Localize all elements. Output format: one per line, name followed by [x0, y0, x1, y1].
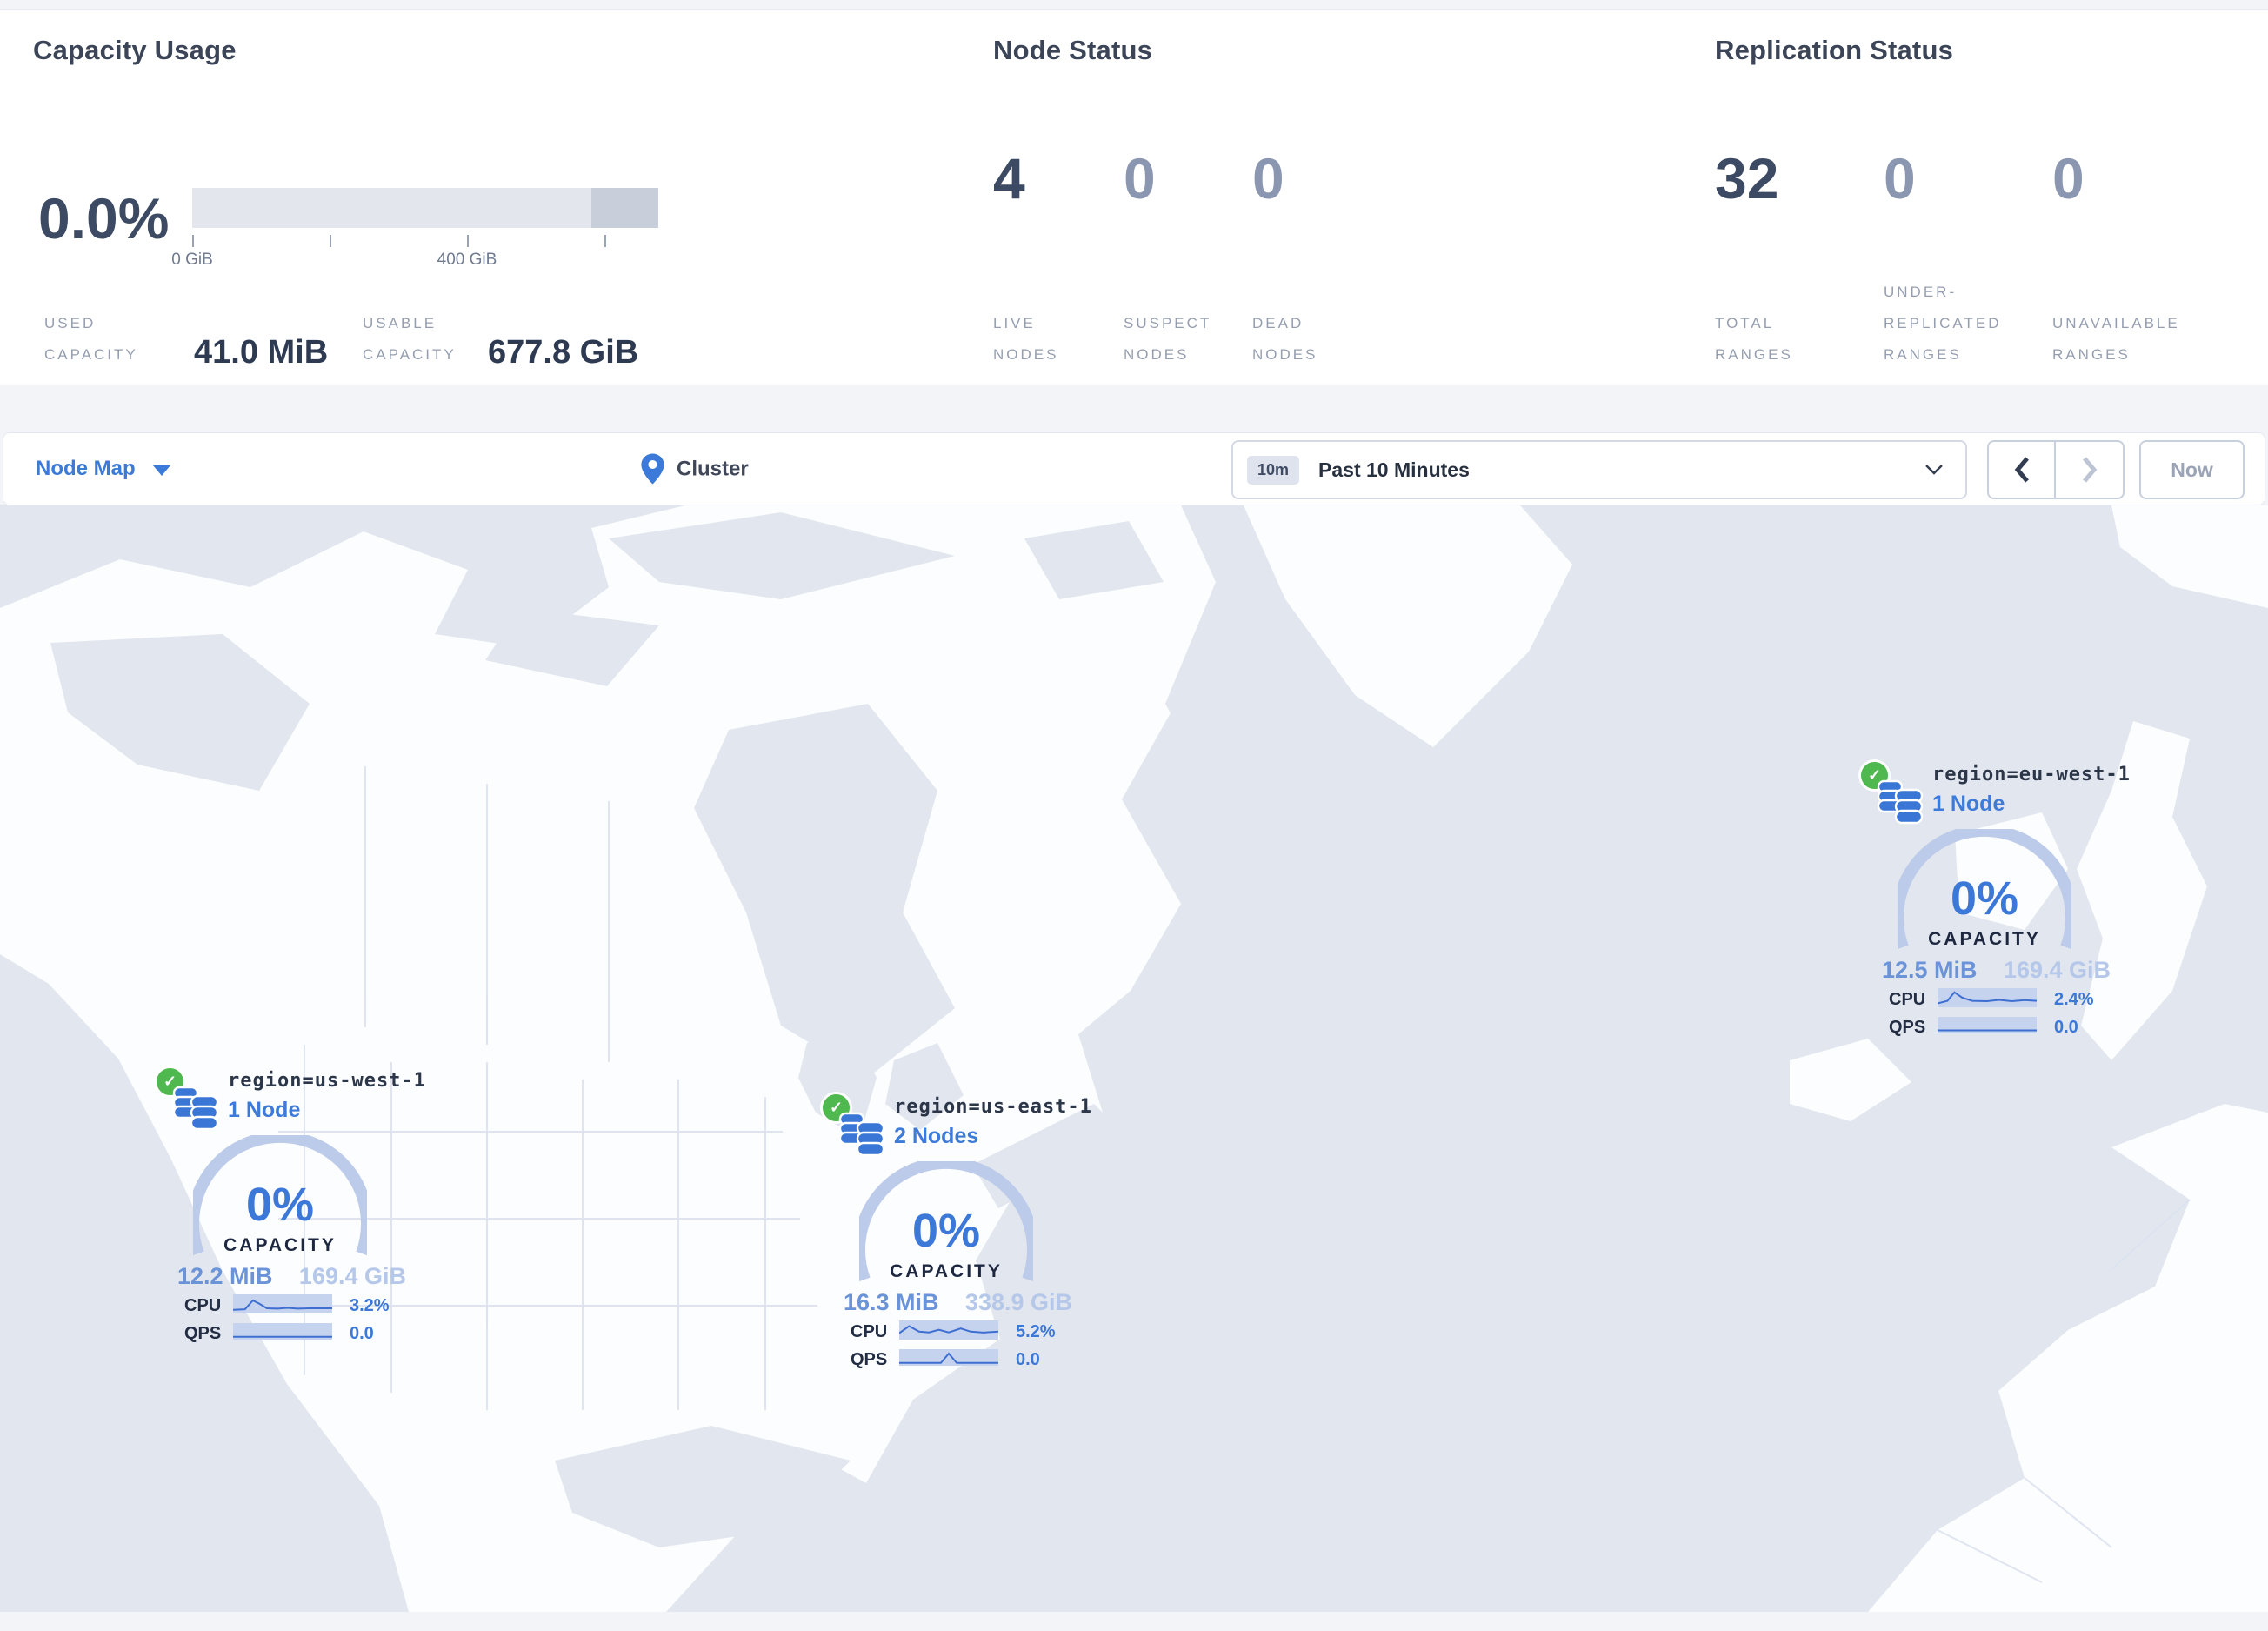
region-capacity-usable-value: 338.9 GiB	[964, 1289, 1072, 1315]
page-footer-strip	[0, 1612, 2268, 1631]
cluster-summary-bar: Capacity Usage 0.0% 0 GiB 400 GiB USED C…	[0, 9, 2268, 385]
region-capacity-percent: 0%	[245, 1179, 315, 1231]
time-window-badge: 10m	[1247, 455, 1300, 485]
breadcrumb-cluster-label: Cluster	[677, 457, 749, 480]
qps-label: QPS	[184, 1324, 222, 1343]
capacity-gauge-arc	[193, 1135, 367, 1256]
region-capacity-used-value: 12.5 MiB	[1882, 957, 1978, 983]
live-nodes-count: 4	[993, 146, 1025, 211]
suspect-nodes-count: 0	[1124, 146, 1156, 211]
next-time-window-button[interactable]	[2056, 442, 2123, 498]
node-map[interactable]: ✓ region=us-west-1 1 Node 0% CAPACITY 12.2 Mi…	[0, 505, 2268, 1612]
database-nodes-icon	[838, 1112, 885, 1157]
unavailable-ranges-count: 0	[2052, 146, 2085, 211]
view-selector-label: Node Map	[36, 457, 136, 480]
region-node-count-link[interactable]: 1 Node	[1932, 792, 2005, 816]
replication-status-title: Replication Status	[1715, 35, 1954, 65]
dead-nodes-label: DEAD NODES	[1252, 315, 1318, 363]
region-capacity-label: CAPACITY	[1928, 929, 2041, 949]
region-name-label: region=us-west-1	[228, 1070, 426, 1092]
usable-capacity-value: 677.8 GiB	[488, 334, 639, 371]
capacity-bar-ticks	[192, 235, 658, 249]
capacity-usage-percent: 0.0%	[38, 186, 170, 251]
used-capacity-value: 41.0 MiB	[194, 334, 329, 371]
region-marker-eu-west-1[interactable]: ✓ region=eu-west-1 1 Node 0% CAPACITY 12.5 Mi…	[1861, 759, 2130, 1054]
capacity-usage-bar	[192, 188, 658, 228]
suspect-nodes-label: SUSPECT NODES	[1124, 315, 1212, 363]
region-capacity-percent: 0%	[911, 1205, 981, 1257]
previous-time-window-button[interactable]	[1989, 442, 2056, 498]
database-nodes-icon	[172, 1086, 219, 1131]
dead-nodes-count: 0	[1252, 146, 1284, 211]
world-map-art	[0, 505, 2268, 1612]
time-window-dropdown[interactable]: 10m Past 10 Minutes	[1231, 440, 1967, 499]
chevron-left-icon	[2014, 457, 2029, 483]
chevron-right-icon	[2082, 457, 2097, 483]
map-toolbar: Node Map Cluster 10m Past 10 Minutes Now	[3, 432, 2265, 505]
region-name-label: region=eu-west-1	[1932, 764, 2131, 785]
capacity-axis-tick-400: 400 GiB	[437, 251, 497, 269]
under-replicated-ranges-label: UNDER- REPLICATED RANGES	[1884, 284, 2002, 363]
qps-label: QPS	[850, 1350, 888, 1369]
view-selector-dropdown[interactable]: Node Map	[36, 457, 170, 481]
region-capacity-usable-value: 169.4 GiB	[298, 1263, 406, 1289]
region-node-count-link[interactable]: 1 Node	[228, 1098, 301, 1122]
capacity-bar-reserved-segment	[591, 188, 658, 228]
region-capacity-used-value: 16.3 MiB	[844, 1289, 939, 1315]
total-ranges-label: TOTAL RANGES	[1715, 315, 1793, 363]
qps-value: 0.0	[1016, 1350, 1040, 1369]
live-nodes-label: LIVE NODES	[993, 315, 1059, 363]
usable-capacity-label: USABLE CAPACITY	[363, 315, 457, 363]
under-replicated-ranges-count: 0	[1884, 146, 1916, 211]
used-capacity-label: USED CAPACITY	[44, 315, 138, 363]
cpu-value: 5.2%	[1016, 1322, 1056, 1341]
qps-sparkline	[899, 1349, 998, 1366]
capacity-usage-title: Capacity Usage	[33, 35, 237, 65]
location-pin-icon	[641, 453, 664, 485]
capacity-axis-tick-0: 0 GiB	[171, 251, 213, 269]
region-marker-us-east-1[interactable]: ✓ region=us-east-1 2 Nodes 0% CAPACITY 16.3 M…	[823, 1091, 1091, 1387]
breadcrumb[interactable]: Cluster	[641, 453, 749, 485]
region-marker-us-west-1[interactable]: ✓ region=us-west-1 1 Node 0% CAPACITY 12.2 Mi…	[157, 1065, 425, 1360]
qps-value: 0.0	[2054, 1018, 2078, 1037]
time-window-label: Past 10 Minutes	[1318, 458, 1470, 481]
cpu-sparkline	[899, 1320, 998, 1340]
database-nodes-icon	[1877, 779, 1924, 825]
cpu-label: CPU	[1889, 990, 1926, 1009]
cpu-value: 3.2%	[350, 1296, 390, 1315]
capacity-gauge-arc	[1898, 829, 2071, 950]
region-capacity-used-value: 12.2 MiB	[177, 1263, 273, 1289]
cpu-label: CPU	[850, 1322, 888, 1341]
cpu-sparkline	[1938, 988, 2037, 1007]
region-capacity-percent: 0%	[1950, 872, 2019, 925]
region-node-count-link[interactable]: 2 Nodes	[894, 1124, 979, 1148]
unavailable-ranges-label: UNAVAILABLE RANGES	[2052, 315, 2180, 363]
now-button[interactable]: Now	[2139, 440, 2245, 499]
qps-sparkline	[233, 1323, 332, 1340]
qps-sparkline	[1938, 1017, 2037, 1033]
region-name-label: region=us-east-1	[894, 1096, 1092, 1118]
capacity-gauge-arc	[859, 1161, 1033, 1282]
qps-label: QPS	[1889, 1018, 1926, 1037]
qps-value: 0.0	[350, 1324, 374, 1343]
cpu-label: CPU	[184, 1296, 222, 1315]
time-window-pager	[1987, 440, 2125, 499]
region-capacity-label: CAPACITY	[890, 1261, 1003, 1281]
dropdown-triangle-icon	[152, 465, 170, 476]
region-capacity-usable-value: 169.4 GiB	[2003, 957, 2111, 983]
node-status-title: Node Status	[993, 35, 1153, 65]
chevron-down-icon	[1925, 465, 1943, 475]
total-ranges-count: 32	[1715, 146, 1779, 211]
cpu-sparkline	[233, 1294, 332, 1313]
region-capacity-label: CAPACITY	[223, 1235, 337, 1255]
cpu-value: 2.4%	[2054, 990, 2094, 1009]
